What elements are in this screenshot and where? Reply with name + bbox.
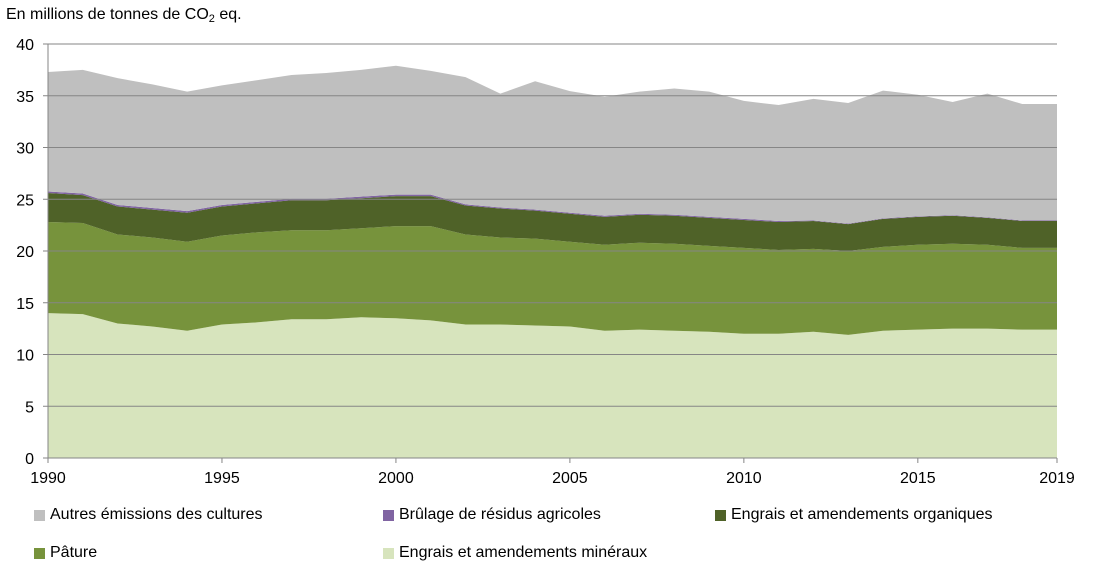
legend-item: Engrais et amendements minéraux: [383, 544, 647, 562]
legend-item: Engrais et amendements organiques: [715, 506, 993, 524]
legend-item: Autres émissions des cultures: [34, 506, 263, 524]
area-chart: 0 5 10 15 20 25 30 35 40 1990 1995 2000 2005 2010 201…: [16, 37, 1075, 487]
legend-item: Pâture: [34, 544, 97, 562]
area-autres-emissions-des-cultures: [48, 65, 1057, 224]
legend-label: Pâture: [50, 544, 98, 561]
series-areas: [48, 65, 1057, 458]
y-tick-label: 15: [16, 296, 34, 313]
unit-label-subscript: 2: [208, 13, 215, 25]
area-engrais-et-amendements-mineraux: [48, 313, 1057, 458]
x-tick-label: 2000: [378, 470, 414, 487]
x-tick-label: 2015: [900, 470, 936, 487]
y-tick-label: 20: [16, 244, 34, 261]
x-tick-label: 2010: [726, 470, 762, 487]
area-engrais-et-amendements-organiques: [48, 193, 1057, 251]
y-tick-label: 5: [25, 399, 34, 416]
y-tick-label: 40: [16, 37, 34, 54]
unit-label-suffix: eq.: [214, 6, 242, 23]
legend-swatch: [34, 509, 45, 521]
axes: [43, 43, 1058, 463]
y-tick-label: 35: [16, 89, 34, 106]
y-tick-label: 30: [16, 141, 34, 158]
y-tick-label: 25: [16, 192, 34, 209]
x-tick-label: 2005: [552, 470, 588, 487]
y-tick-label: 0: [25, 451, 34, 468]
legend-item: Brûlage de résidus agricoles: [383, 506, 601, 524]
legend-label: Autres émissions des cultures: [50, 506, 263, 523]
y-tick-labels: 0 5 10 15 20 25 30 35 40: [16, 37, 34, 468]
y-axis-unit-label: En millions de tonnes de CO2 eq.: [6, 6, 242, 25]
y-tick-label: 10: [16, 348, 34, 365]
unit-label-prefix: En millions de tonnes de CO: [6, 6, 209, 23]
x-tick-label: 2019: [1039, 470, 1075, 487]
legend-swatch: [383, 509, 394, 521]
legend-label: Brûlage de résidus agricoles: [399, 506, 601, 523]
legend-label: Engrais et amendements organiques: [731, 506, 993, 523]
legend-swatch: [34, 547, 45, 559]
x-tick-labels: 1990 1995 2000 2005 2010 2015 2019: [30, 470, 1075, 487]
legend-swatch: [383, 547, 394, 559]
legend-label: Engrais et amendements minéraux: [399, 544, 648, 561]
area-pature: [48, 222, 1057, 335]
x-tick-label: 1995: [204, 470, 240, 487]
x-tick-label: 1990: [30, 470, 66, 487]
legend-swatch: [715, 509, 726, 521]
gridlines: [48, 43, 1057, 407]
